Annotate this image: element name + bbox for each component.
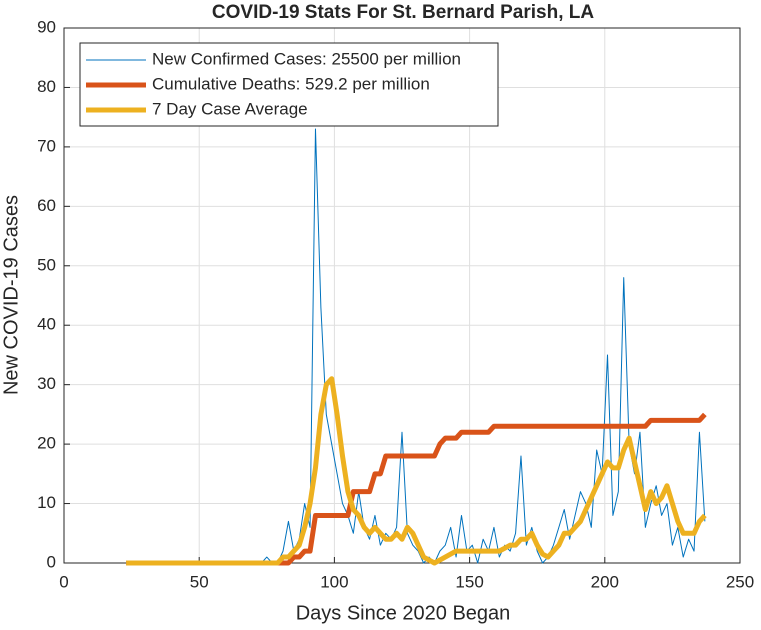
x-tick-label: 100 bbox=[320, 572, 348, 591]
series-line bbox=[126, 128, 706, 564]
y-tick-label: 20 bbox=[37, 434, 56, 453]
y-tick-label: 90 bbox=[37, 17, 56, 36]
y-tick-label: 30 bbox=[37, 374, 56, 393]
x-axis-label: Days Since 2020 Began bbox=[296, 602, 511, 624]
x-tick-label: 0 bbox=[59, 572, 68, 591]
y-axis-label: New COVID-19 Cases bbox=[0, 195, 22, 395]
y-tick-label: 10 bbox=[37, 493, 56, 512]
legend-label: New Confirmed Cases: 25500 per million bbox=[152, 49, 461, 68]
legend-label: 7 Day Case Average bbox=[152, 99, 308, 118]
y-tick-label: 80 bbox=[37, 77, 56, 96]
y-tick-label: 60 bbox=[37, 196, 56, 215]
chart-title: COVID-19 Stats For St. Bernard Parish, L… bbox=[212, 2, 594, 23]
legend: New Confirmed Cases: 25500 per million Cu… bbox=[79, 42, 499, 127]
axes-box bbox=[63, 27, 741, 564]
x-tick-label: 50 bbox=[190, 572, 209, 591]
y-tick-label: 40 bbox=[37, 315, 56, 334]
series-line bbox=[126, 376, 707, 566]
x-tick-label: 250 bbox=[726, 572, 754, 591]
y-tick-label: 0 bbox=[47, 552, 56, 571]
legend-box bbox=[79, 42, 499, 127]
y-tick-label: 50 bbox=[37, 255, 56, 274]
y-tick-label: 70 bbox=[37, 136, 56, 155]
x-tick-label: 150 bbox=[455, 572, 483, 591]
x-tick-label: 200 bbox=[591, 572, 619, 591]
legend-label: Cumulative Deaths: 529.2 per million bbox=[152, 74, 430, 93]
